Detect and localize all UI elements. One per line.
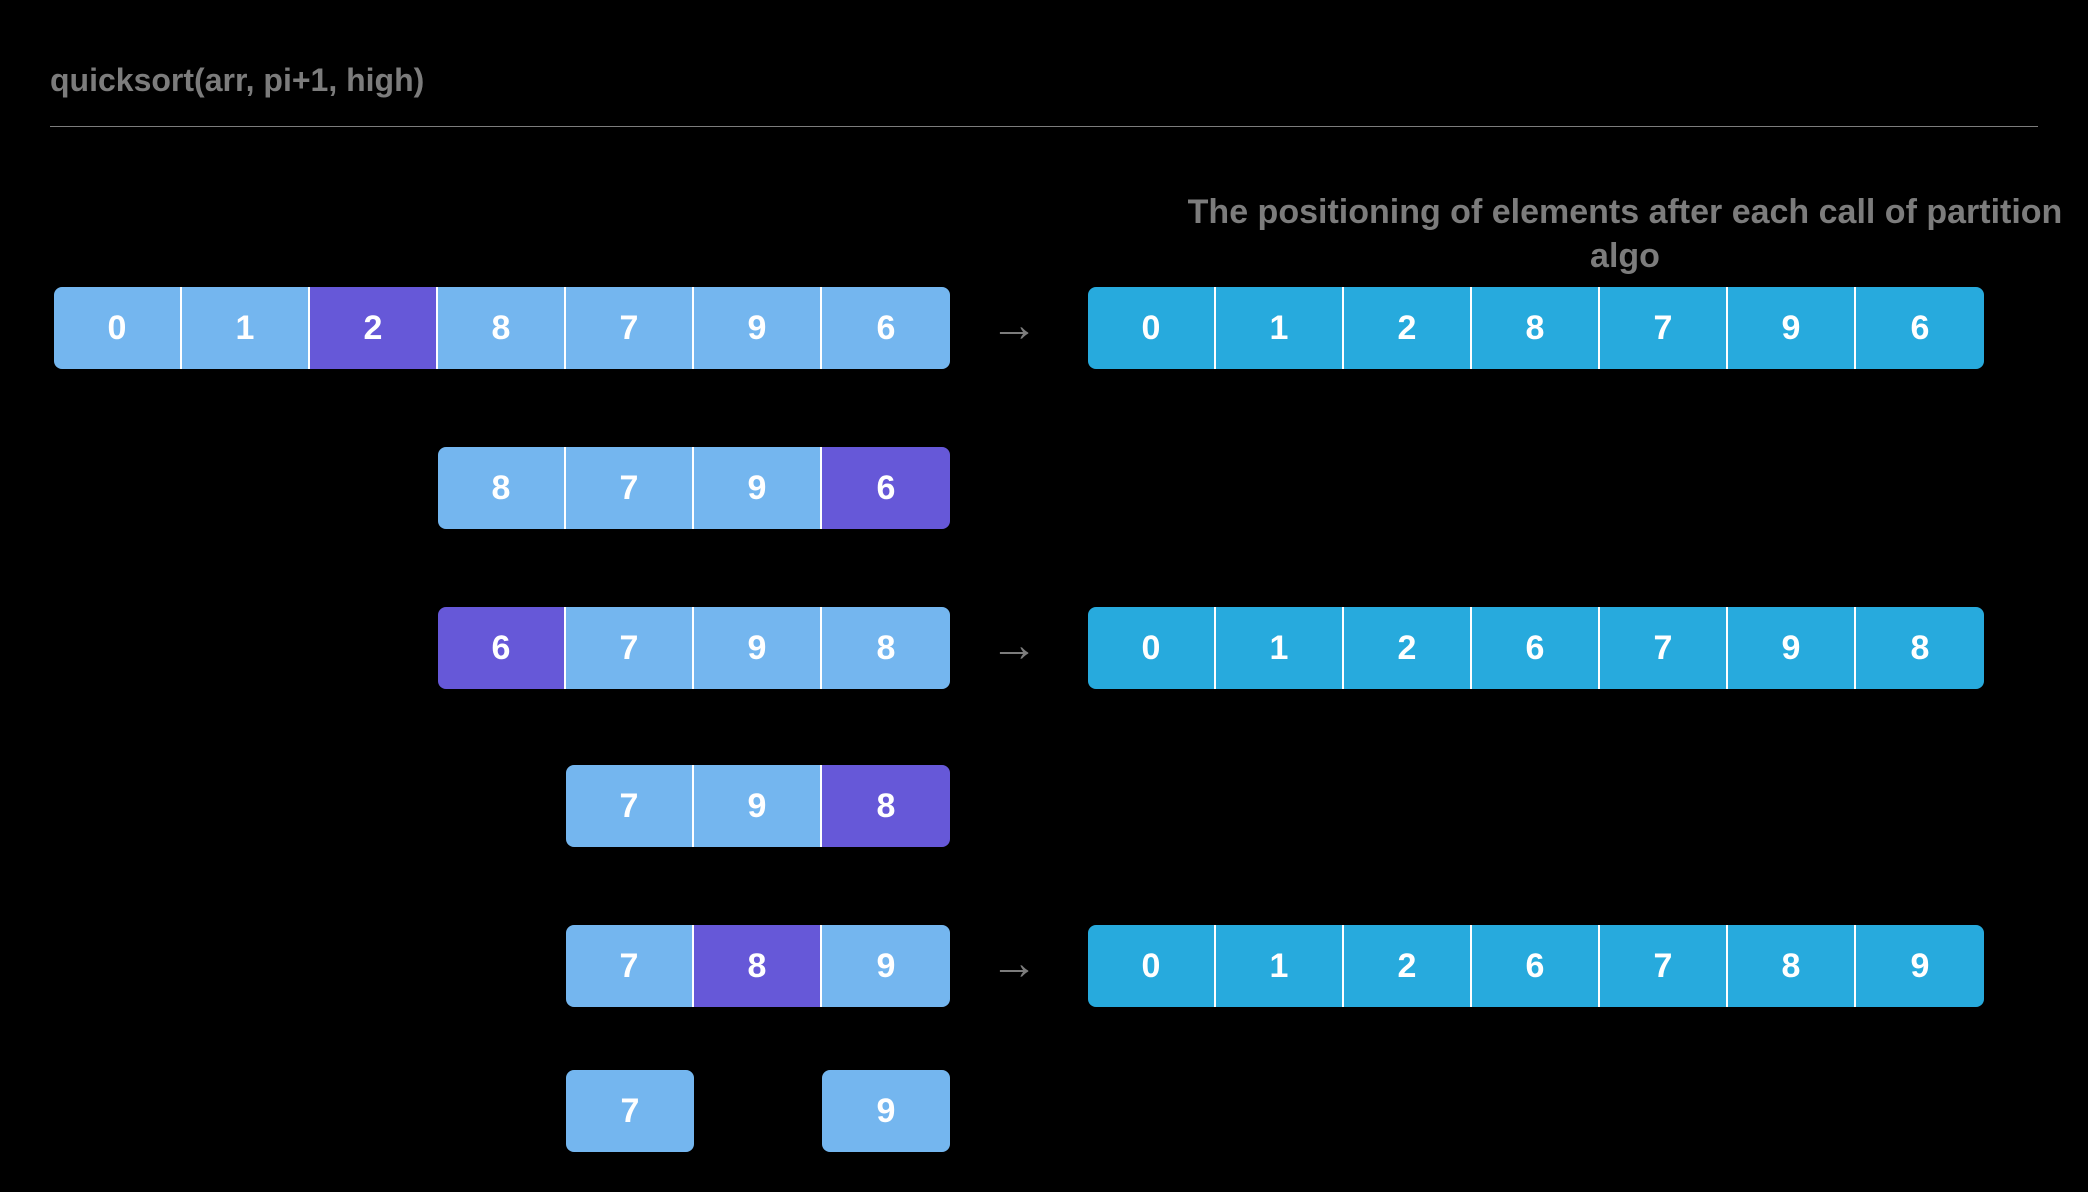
array-cell: 8 [694, 925, 822, 1007]
array-cell: 0 [1088, 287, 1216, 369]
array-cell: 7 [566, 447, 694, 529]
array-cell: 2 [1344, 607, 1472, 689]
array-cell: 9 [822, 1070, 950, 1152]
array-cell: 1 [1216, 607, 1344, 689]
diagram-stage: quicksort(arr, pi+1, high) The positioni… [0, 0, 2088, 1192]
array-cell: 7 [566, 607, 694, 689]
left-array-row-4: 789 [566, 925, 950, 1007]
array-cell: 9 [1728, 287, 1856, 369]
left-array-row-0: 0128796 [54, 287, 950, 369]
array-cell: 7 [566, 765, 694, 847]
array-cell: 9 [694, 287, 822, 369]
array-cell: 9 [694, 607, 822, 689]
page-title: quicksort(arr, pi+1, high) [50, 62, 424, 99]
left-array-row-3: 798 [566, 765, 950, 847]
array-cell: 8 [438, 447, 566, 529]
left-array-row-5: 7 [566, 1070, 694, 1152]
array-cell: 2 [1344, 287, 1472, 369]
array-cell: 8 [1728, 925, 1856, 1007]
horizontal-rule [50, 126, 2038, 127]
array-cell: 8 [822, 765, 950, 847]
array-cell: 9 [694, 765, 822, 847]
array-cell: 8 [822, 607, 950, 689]
array-cell: 9 [694, 447, 822, 529]
array-cell: 6 [1472, 607, 1600, 689]
array-cell: 7 [1600, 925, 1728, 1007]
array-cell: 7 [1600, 287, 1728, 369]
right-array-row-0: 0128796 [1088, 287, 1984, 369]
array-cell: 7 [566, 1070, 694, 1152]
right-array-row-2: 0126789 [1088, 925, 1984, 1007]
array-cell: 0 [1088, 607, 1216, 689]
array-cell: 0 [54, 287, 182, 369]
array-cell: 8 [1472, 287, 1600, 369]
array-cell: 6 [822, 287, 950, 369]
arrow-icon: → [990, 618, 1038, 673]
array-cell: 8 [438, 287, 566, 369]
left-array-row-5: 9 [822, 1070, 950, 1152]
array-cell: 7 [566, 287, 694, 369]
array-cell: 8 [1856, 607, 1984, 689]
arrow-icon: → [990, 936, 1038, 991]
array-cell: 6 [822, 447, 950, 529]
array-cell: 6 [1472, 925, 1600, 1007]
array-cell: 9 [1856, 925, 1984, 1007]
array-cell: 2 [310, 287, 438, 369]
array-cell: 1 [182, 287, 310, 369]
array-cell: 7 [1600, 607, 1728, 689]
array-cell: 6 [1856, 287, 1984, 369]
caption-text: The positioning of elements after each c… [1160, 190, 2088, 278]
left-array-row-1: 8796 [438, 447, 950, 529]
right-array-row-1: 0126798 [1088, 607, 1984, 689]
arrow-icon: → [990, 298, 1038, 353]
array-cell: 0 [1088, 925, 1216, 1007]
array-cell: 6 [438, 607, 566, 689]
array-cell: 1 [1216, 287, 1344, 369]
array-cell: 9 [1728, 607, 1856, 689]
array-cell: 7 [566, 925, 694, 1007]
array-cell: 1 [1216, 925, 1344, 1007]
array-cell: 2 [1344, 925, 1472, 1007]
left-array-row-2: 6798 [438, 607, 950, 689]
array-cell: 9 [822, 925, 950, 1007]
